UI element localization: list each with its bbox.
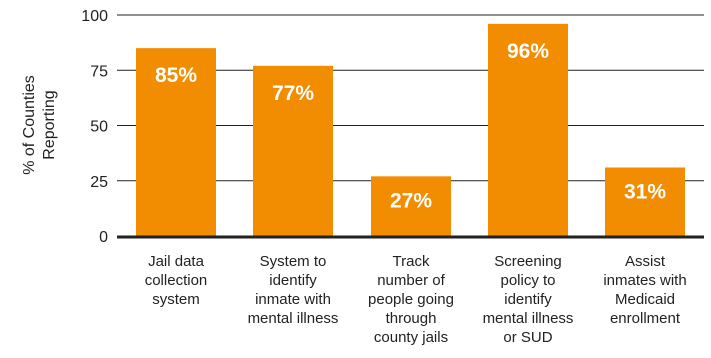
bar-value-label: 27% — [390, 189, 432, 212]
category-label-line: system — [152, 291, 200, 308]
category-label: System to identify inmate with mental illne… — [248, 253, 339, 327]
y-tick-label: 100 — [81, 8, 108, 25]
y-tick-label: 0 — [99, 229, 108, 246]
category-label-line: System to — [260, 253, 327, 270]
bar-value-label: 77% — [272, 82, 314, 105]
y-tick-label: 75 — [90, 63, 108, 80]
category-label-line: inmates with — [603, 272, 686, 289]
category-label-line: policy to — [500, 272, 555, 289]
category-label-line: through — [386, 310, 437, 327]
category-label: Screening policy to identify mental illness… — [483, 253, 574, 346]
y-axis-ticks: 0 25 50 75 100 — [81, 8, 108, 246]
category-label-line: Assist — [625, 253, 666, 270]
category-label-line: number of — [377, 272, 445, 289]
category-label-line: mental illness — [483, 310, 574, 327]
category-label-line: county jails — [374, 329, 448, 346]
category-label-line: inmate with — [255, 291, 331, 308]
category-label: Jail data collection system — [145, 253, 208, 308]
category-labels: Jail data collection system System to identi… — [145, 253, 687, 346]
category-label-line: identify — [269, 272, 317, 289]
y-axis-title-line-1: % of Counties — [21, 75, 38, 175]
category-label-line: Screening — [494, 253, 562, 270]
bar — [605, 167, 685, 236]
bars: 85% 77% 27% 96% 31% — [136, 23, 685, 237]
category-label: Track number of people going through county … — [368, 253, 454, 346]
category-label-line: people going — [368, 291, 454, 308]
category-label-line: or SUD — [503, 329, 552, 346]
category-label-line: Medicaid — [615, 291, 675, 308]
y-tick-label: 50 — [90, 119, 108, 136]
category-label-line: identify — [504, 291, 552, 308]
bar — [136, 48, 216, 237]
bar-value-label: 96% — [507, 40, 549, 63]
bar — [488, 23, 568, 237]
y-axis-title: % of Counties Reporting — [21, 75, 58, 175]
bar-value-label: 85% — [155, 64, 197, 87]
bar-value-label: 31% — [624, 180, 666, 203]
category-label-line: mental illness — [248, 310, 339, 327]
category-label-line: enrollment — [610, 310, 681, 327]
category-label: Assist inmates with Medicaid enrollment — [603, 253, 686, 327]
category-label-line: collection — [145, 272, 208, 289]
bar — [253, 65, 333, 236]
y-tick-label: 25 — [90, 174, 108, 191]
y-axis-title-line-2: Reporting — [41, 90, 58, 159]
category-label-line: Track — [393, 253, 430, 270]
category-label-line: Jail data — [148, 253, 205, 270]
bar — [371, 176, 451, 236]
